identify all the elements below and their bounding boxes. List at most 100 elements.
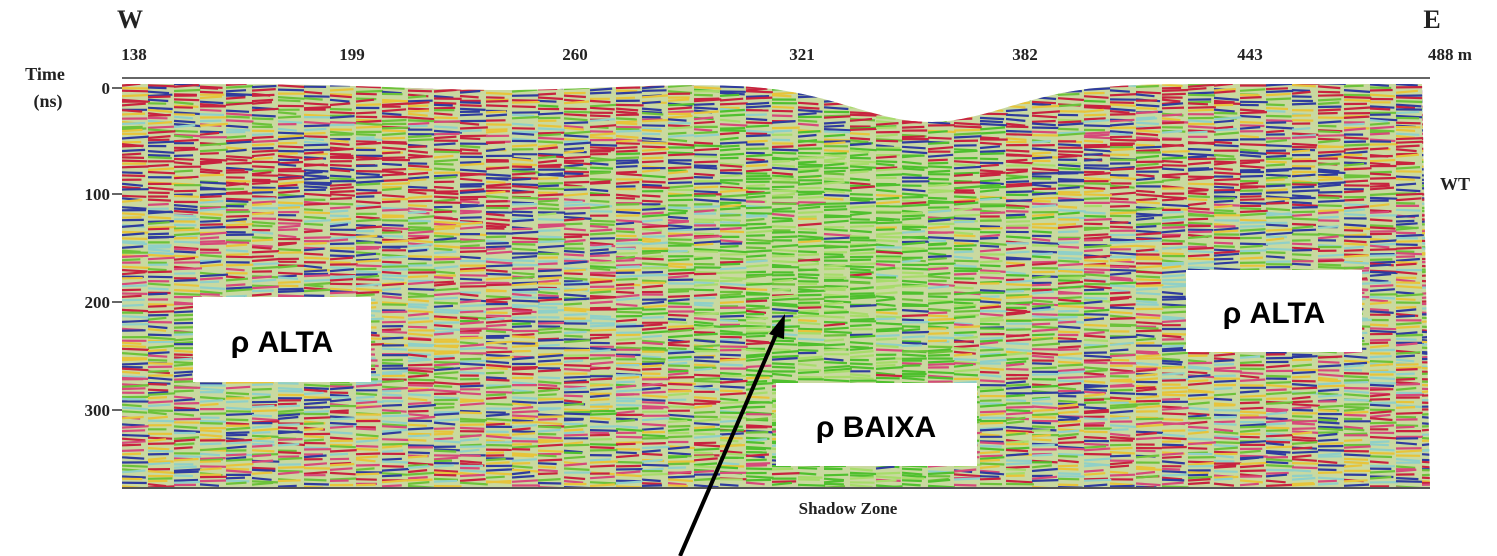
texture-stroke	[927, 165, 953, 169]
texture-stroke	[1265, 176, 1288, 180]
texture-stroke	[1031, 250, 1058, 254]
texture-stroke	[303, 247, 325, 252]
texture-stroke	[1135, 136, 1159, 140]
texture-stroke	[173, 194, 199, 198]
texture-stroke	[1031, 313, 1058, 316]
texture-stroke	[433, 260, 455, 264]
texture-stroke	[1057, 399, 1078, 404]
texture-stroke	[511, 391, 535, 395]
texture-stroke	[901, 241, 926, 246]
texture-stroke	[667, 382, 693, 386]
texture-stroke	[1265, 201, 1289, 205]
texture-stroke	[719, 389, 743, 393]
texture-stroke	[1057, 269, 1083, 274]
texture-stroke	[641, 174, 666, 179]
texture-stroke	[1343, 266, 1365, 270]
texture-stroke	[485, 129, 508, 134]
texture-stroke	[485, 257, 514, 262]
texture-stroke	[1083, 306, 1105, 310]
texture-stroke	[615, 103, 644, 107]
texture-stroke	[1291, 185, 1315, 189]
texture-stroke	[277, 111, 297, 115]
texture-stroke	[459, 299, 482, 304]
texture-stroke	[433, 116, 458, 120]
texture-stroke	[745, 341, 773, 346]
texture-stroke	[563, 121, 589, 125]
texture-stroke	[1005, 274, 1030, 277]
texture-stroke	[797, 165, 823, 169]
texture-stroke	[953, 335, 978, 340]
texture-stroke	[693, 235, 722, 239]
texture-stroke	[1369, 218, 1393, 222]
texture-stroke	[953, 358, 978, 362]
texture-stroke	[277, 183, 298, 188]
texture-stroke	[1213, 369, 1242, 373]
texture-stroke	[329, 163, 352, 168]
texture-stroke	[693, 379, 722, 383]
texture-stroke	[615, 238, 639, 242]
texture-stroke	[849, 323, 872, 328]
texture-stroke	[122, 194, 147, 198]
texture-stroke	[199, 231, 228, 236]
texture-stroke	[251, 191, 274, 194]
texture-stroke	[1369, 210, 1390, 214]
texture-stroke	[485, 317, 505, 321]
texture-stroke	[719, 271, 747, 274]
texture-stroke	[719, 260, 744, 264]
texture-stroke	[147, 186, 174, 191]
texture-stroke	[537, 239, 565, 244]
texture-stroke	[1161, 215, 1185, 220]
texture-stroke	[797, 122, 819, 127]
texture-stroke	[953, 231, 974, 236]
texture-stroke	[433, 95, 454, 99]
texture-stroke	[1005, 117, 1026, 122]
texture-stroke	[1031, 337, 1054, 342]
texture-stroke	[1161, 379, 1186, 382]
texture-stroke	[1213, 248, 1236, 252]
texture-stroke	[1239, 355, 1261, 359]
texture-stroke	[1031, 322, 1051, 326]
texture-stroke	[1187, 266, 1215, 270]
texture-stroke	[1057, 131, 1086, 135]
texture-stroke	[849, 136, 871, 141]
texture-stroke	[355, 137, 384, 142]
texture-stroke	[433, 287, 459, 292]
texture-stroke	[1317, 139, 1340, 144]
texture-stroke	[1213, 204, 1233, 209]
texture-stroke	[1343, 122, 1365, 126]
texture-stroke	[719, 174, 741, 178]
texture-stroke	[849, 286, 874, 291]
texture-stroke	[563, 380, 590, 384]
texture-stroke	[459, 136, 481, 141]
texture-stroke	[122, 135, 149, 140]
texture-stroke	[719, 385, 745, 389]
texture-stroke	[381, 136, 406, 140]
texture-stroke	[1395, 188, 1421, 193]
texture-stroke	[1187, 176, 1213, 181]
texture-stroke	[771, 126, 800, 130]
texture-stroke	[433, 351, 460, 356]
texture-stroke	[875, 329, 899, 333]
texture-stroke	[797, 201, 826, 204]
texture-stroke	[381, 277, 405, 281]
texture-stroke	[849, 341, 874, 345]
texture-stroke	[797, 273, 820, 277]
texture-stroke	[407, 292, 428, 296]
texture-stroke	[381, 182, 410, 186]
texture-stroke	[589, 103, 617, 108]
texture-stroke	[563, 141, 592, 146]
texture-stroke	[147, 150, 175, 154]
texture-stroke	[1031, 100, 1057, 105]
texture-stroke	[719, 379, 748, 384]
texture-stroke	[147, 121, 173, 125]
texture-stroke	[537, 92, 557, 96]
texture-stroke	[485, 212, 505, 217]
texture-stroke	[1369, 186, 1395, 191]
texture-stroke	[251, 238, 274, 242]
texture-stroke	[407, 89, 432, 93]
texture-stroke	[1005, 122, 1026, 127]
texture-stroke	[225, 135, 247, 139]
texture-stroke	[1369, 308, 1389, 312]
texture-stroke	[1265, 223, 1288, 227]
texture-stroke	[251, 84, 277, 89]
